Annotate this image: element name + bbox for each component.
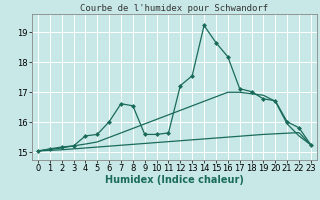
X-axis label: Humidex (Indice chaleur): Humidex (Indice chaleur) [105,175,244,185]
Title: Courbe de l'humidex pour Schwandorf: Courbe de l'humidex pour Schwandorf [80,4,268,13]
